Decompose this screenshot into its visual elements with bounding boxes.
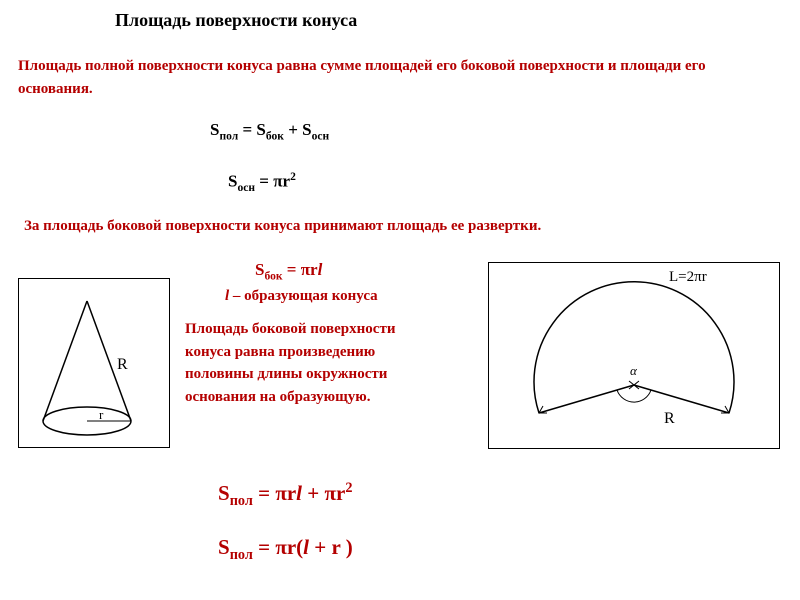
sq: 2: [290, 170, 296, 183]
arc-label: L=2πr: [669, 269, 707, 285]
label-R: R: [117, 356, 128, 373]
sub-pol: пол: [230, 493, 253, 509]
formula-total: Sпол = Sбок + Sосн: [210, 120, 329, 142]
formula-lateral: Sбок = πrl: [255, 260, 322, 282]
formula-total-factored: Sпол = πr(l + r ): [218, 535, 353, 564]
rp: ): [340, 535, 352, 559]
sub-bok: бок: [264, 269, 282, 282]
eq: =: [255, 172, 273, 191]
r: r: [287, 535, 296, 559]
lateral-statement: Площадь боковой поверхности конуса равна…: [185, 318, 435, 408]
l: l: [318, 260, 323, 279]
r: r: [287, 481, 296, 505]
sub-osn: осн: [312, 129, 330, 142]
sector-diagram: L=2πr α R: [488, 262, 780, 449]
sym-S: S: [256, 120, 265, 139]
plus: +: [284, 120, 302, 139]
intro-text: Площадь полной поверхности конуса равна …: [18, 55, 778, 100]
sym-S: S: [302, 120, 311, 139]
sq: 2: [345, 480, 352, 496]
eq: =: [253, 535, 275, 559]
page-title: Площадь поверхности конуса: [115, 10, 357, 31]
plus: +: [309, 535, 331, 559]
alpha-label: α: [630, 363, 638, 378]
pi: π: [301, 260, 310, 279]
generator-label: l – образующая конуса: [225, 288, 378, 305]
label-R-sector: R: [664, 410, 675, 427]
cone-diagram: R r: [18, 278, 170, 448]
sym-S: S: [218, 481, 230, 505]
formula-base: Sосн = πr2: [228, 170, 296, 194]
sub-pol: пол: [230, 547, 253, 563]
pi: π: [275, 535, 287, 559]
formula-total-expanded: Sпол = πrl + πr2: [218, 480, 352, 510]
pi: π: [324, 481, 336, 505]
eq: =: [238, 120, 256, 139]
sub-pol: пол: [219, 129, 238, 142]
razvertka-text: За площадь боковой поверхности конуса пр…: [24, 215, 784, 238]
r: r: [336, 481, 345, 505]
sub-osn: осн: [237, 181, 255, 194]
r: r: [310, 260, 318, 279]
eq: =: [283, 260, 301, 279]
sub-bok: бок: [266, 129, 284, 142]
pi: π: [273, 172, 282, 191]
r: r: [283, 172, 291, 191]
pi: π: [275, 481, 287, 505]
plus: +: [302, 481, 324, 505]
eq: =: [253, 481, 275, 505]
label-r-small: r: [99, 407, 104, 422]
sym-S: S: [218, 535, 230, 559]
